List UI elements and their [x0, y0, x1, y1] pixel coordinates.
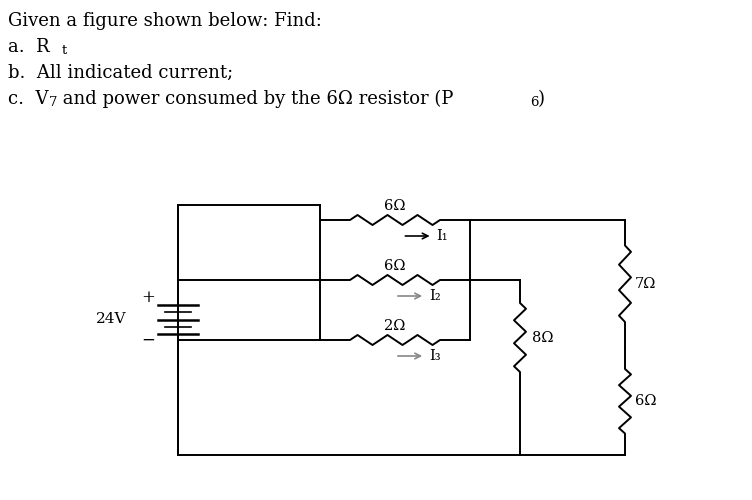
- Text: 7Ω: 7Ω: [635, 277, 656, 291]
- Text: I₃: I₃: [429, 349, 441, 363]
- Text: 6Ω: 6Ω: [384, 259, 406, 273]
- Text: t: t: [62, 44, 67, 57]
- Text: 6Ω: 6Ω: [384, 199, 406, 213]
- Text: ): ): [538, 90, 545, 108]
- Text: c.  V: c. V: [8, 90, 48, 108]
- Text: a.  R: a. R: [8, 38, 50, 56]
- Text: Given a figure shown below: Find:: Given a figure shown below: Find:: [8, 12, 322, 30]
- Text: b.  All indicated current;: b. All indicated current;: [8, 64, 233, 82]
- Text: −: −: [141, 332, 155, 348]
- Text: 8Ω: 8Ω: [532, 330, 553, 344]
- Text: 7: 7: [49, 96, 57, 109]
- Text: I₂: I₂: [429, 289, 441, 303]
- Text: and power consumed by the 6Ω resistor (P: and power consumed by the 6Ω resistor (P: [57, 90, 453, 108]
- Text: 6: 6: [530, 96, 538, 109]
- Text: 24V: 24V: [96, 312, 126, 326]
- Text: 2Ω: 2Ω: [384, 319, 405, 333]
- Text: +: +: [141, 290, 155, 306]
- Text: 6Ω: 6Ω: [635, 394, 656, 408]
- Text: I₁: I₁: [436, 229, 448, 243]
